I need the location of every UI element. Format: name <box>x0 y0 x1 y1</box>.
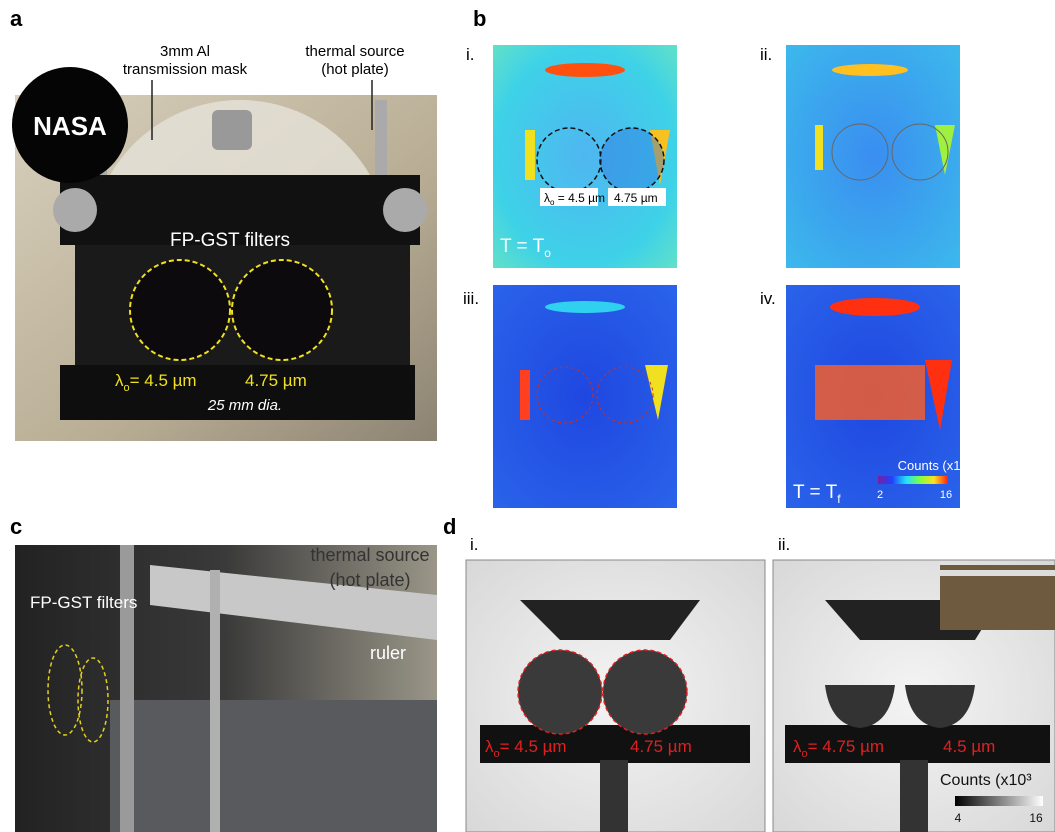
hot-spot <box>832 64 908 76</box>
filter-outline <box>600 128 664 192</box>
sub-label: i. <box>470 535 479 554</box>
annotation: ruler <box>370 643 406 663</box>
annotation: thermal source <box>305 43 404 60</box>
colorbar-title: Counts (x10³ <box>940 772 1032 789</box>
hot-spot <box>815 365 925 420</box>
sub-label: iv. <box>760 289 776 308</box>
screw <box>53 188 97 232</box>
annotation: (hot plate) <box>329 570 410 590</box>
hot-spot <box>545 63 625 77</box>
colorbar-tick: 16 <box>940 489 952 501</box>
panel-a: a NASA 3mm Al transmission mask thermal … <box>10 6 437 441</box>
inset-ruler <box>940 570 1055 576</box>
filter-label: 4.5 µm <box>943 737 995 756</box>
colorbar-title: Counts (x10³) <box>898 458 977 473</box>
subscript: o <box>544 246 551 260</box>
optical-table <box>110 700 437 832</box>
annotation: 3mm Al <box>160 43 210 60</box>
panel-c: c thermal source (hot plate) FP-GST filt… <box>10 514 437 832</box>
hot-spot <box>830 298 920 316</box>
sub-label: iii. <box>463 289 479 308</box>
sub-label: i. <box>466 45 475 64</box>
annotation: (hot plate) <box>321 61 389 78</box>
annotation: thermal source <box>310 545 429 565</box>
temperature: T = To <box>500 236 551 260</box>
filter-label: 4.75 µm <box>245 371 307 390</box>
sub-label: ii. <box>778 535 790 554</box>
colorbar-tick: 16 <box>1029 811 1043 825</box>
value: = 4.75 µm <box>808 737 884 756</box>
annotation: transmission mask <box>123 61 248 78</box>
panel-label: a <box>10 6 23 31</box>
value: = 4.5 µm <box>130 371 197 390</box>
post <box>900 760 928 832</box>
annotation: FP-GST filters <box>30 593 137 612</box>
filter <box>130 260 230 360</box>
filter-outline <box>518 650 602 734</box>
logo-text: NASA <box>33 111 107 141</box>
value: T = T <box>500 236 545 257</box>
temperature: T = Tf <box>793 482 841 506</box>
filter-label: 4.75 µm <box>630 737 692 756</box>
panel-label: d <box>443 514 456 539</box>
colorbar-tick: 4 <box>955 811 962 825</box>
screw <box>383 188 427 232</box>
filter <box>232 260 332 360</box>
figure: a NASA 3mm Al transmission mask thermal … <box>0 0 1055 832</box>
colorbar <box>878 476 948 484</box>
post <box>600 760 628 832</box>
rod <box>120 545 134 832</box>
value: = 4.5 µm <box>500 737 567 756</box>
hot-spot <box>520 370 530 420</box>
panel-label: c <box>10 514 22 539</box>
hot-spot <box>815 125 823 170</box>
hot-spot <box>545 301 625 313</box>
thermal-image <box>786 45 960 268</box>
hot-spot <box>525 130 535 180</box>
annotation: FP-GST filters <box>170 230 290 251</box>
value: = 4.5 µm <box>554 191 605 205</box>
filter-outline <box>603 650 687 734</box>
colorbar <box>955 796 1043 806</box>
colorbar-tick: 2 <box>877 489 883 501</box>
annotation: 25 mm dia. <box>207 397 282 414</box>
panel-b: b i. ii. iii. iv. λo = 4.5 µm 4.75 µm T … <box>463 6 976 508</box>
sub-label: ii. <box>760 45 772 64</box>
rod <box>210 570 220 832</box>
panel-label: b <box>473 6 486 31</box>
filter-label: 4.75 µm <box>614 191 658 205</box>
knob <box>212 110 252 150</box>
value: T = T <box>793 482 838 503</box>
panel-d: d i. ii. λo= 4.5 µm 4.75 µm λo= 4.75 µm … <box>443 514 1055 832</box>
